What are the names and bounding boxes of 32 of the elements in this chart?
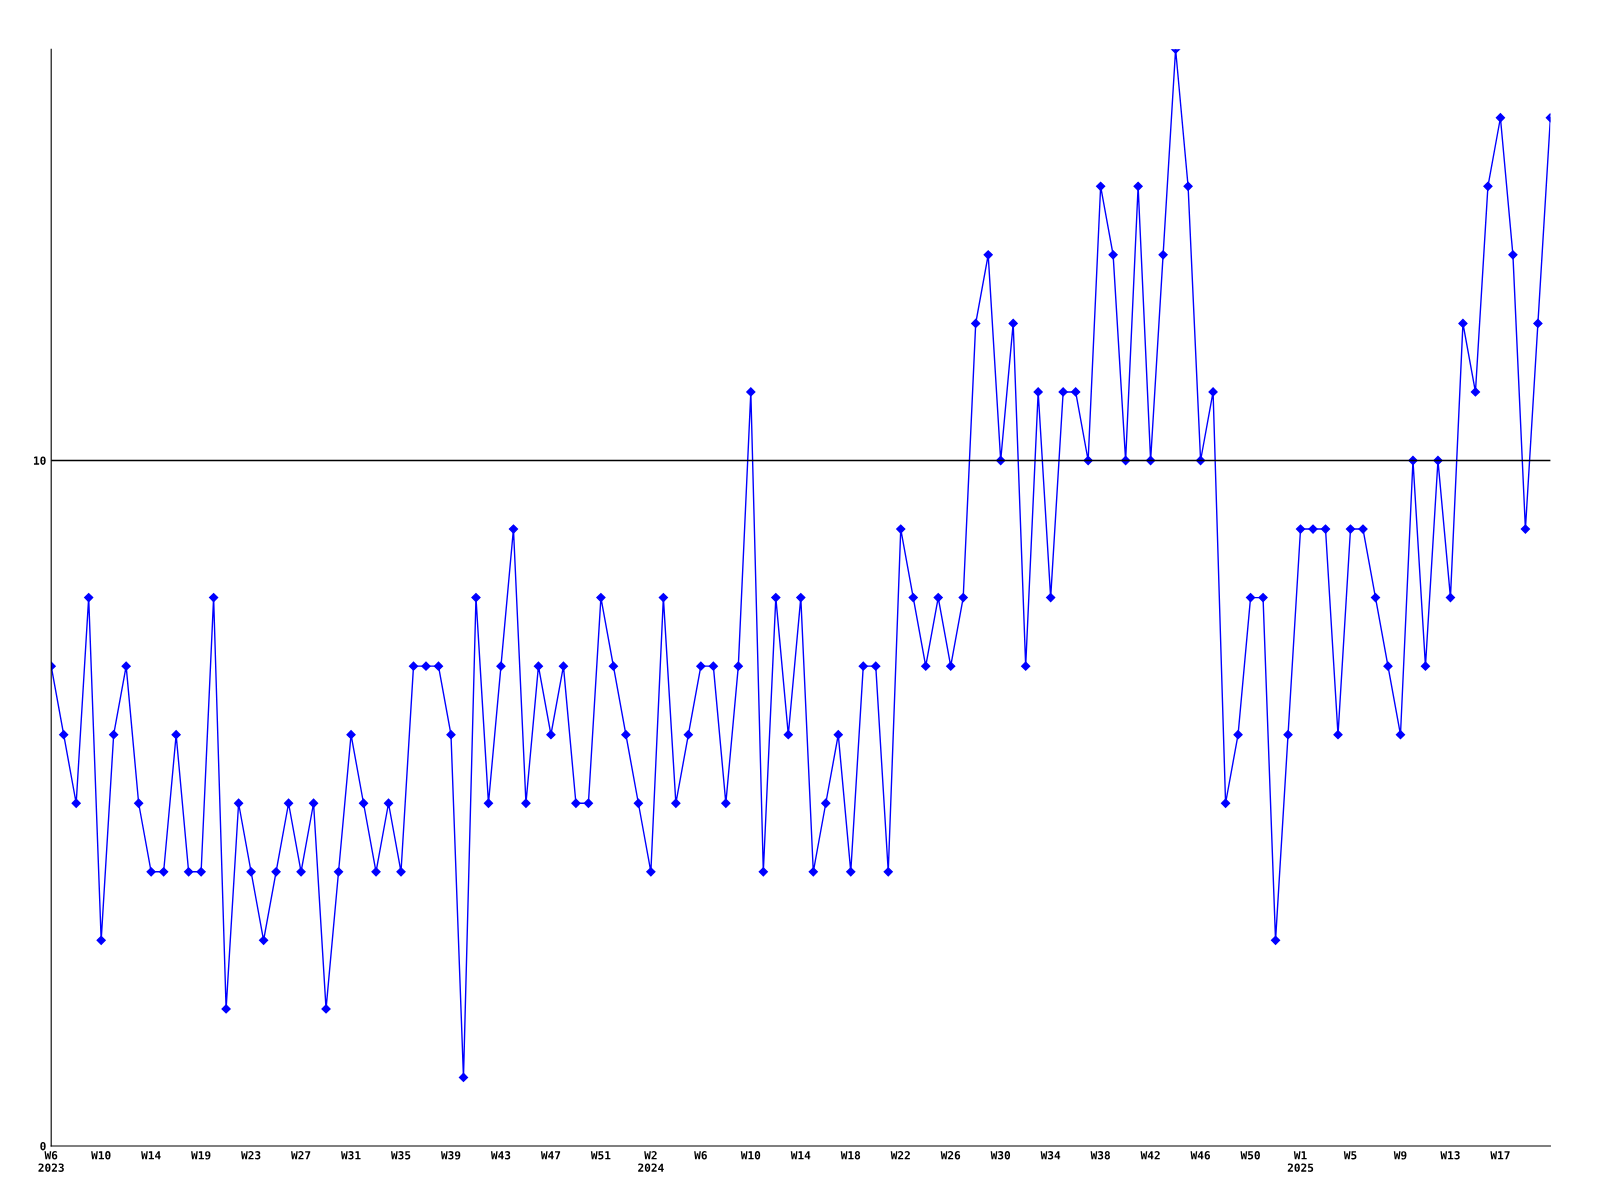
y-tick-label: 10 (33, 456, 46, 465)
x-tick-label: W43 (490, 1151, 511, 1160)
x-tick-label: W17 (1490, 1151, 1510, 1160)
x-tick-label: W38 (1090, 1151, 1110, 1160)
x-tick-label: W47 (540, 1151, 561, 1160)
x-tick-label: W31 (341, 1151, 361, 1160)
x-tick-label: W14 (790, 1151, 811, 1160)
x-tick-label: W10 (91, 1151, 111, 1160)
x-tick-label: W30 (990, 1151, 1011, 1160)
x-tick-label: W27 (291, 1151, 311, 1160)
x-tick-label: W14 (141, 1151, 161, 1160)
x-tick-label: W34 (1040, 1151, 1061, 1160)
x-tick-label: W46 (1190, 1151, 1211, 1160)
y-tick-label: 0 (40, 1141, 46, 1151)
x-tick-label: W6 2023 (38, 1151, 64, 1172)
x-tick-label: W26 (940, 1151, 961, 1160)
x-tick-label: W13 (1440, 1151, 1460, 1160)
x-tick-label: W1 2025 (1287, 1151, 1314, 1172)
x-tick-label: W18 (840, 1151, 861, 1160)
x-tick-label: W50 (1240, 1151, 1260, 1160)
x-tick-label: W22 (890, 1151, 910, 1160)
x-tick-label: W10 (740, 1151, 761, 1160)
x-tick-label: W6 (694, 1151, 707, 1160)
x-tick-label: W19 (191, 1151, 211, 1160)
x-tick-label: W42 (1140, 1151, 1160, 1160)
x-tick-label: W5 (1343, 1151, 1357, 1160)
x-tick-label: W2 2024 (638, 1151, 664, 1172)
x-tick-label: W35 (390, 1151, 411, 1160)
x-tick-label: W51 (590, 1151, 611, 1160)
x-tick-label: W23 (241, 1151, 261, 1160)
x-tick-label: W39 (440, 1151, 461, 1160)
x-tick-label: W9 (1393, 1151, 1407, 1160)
